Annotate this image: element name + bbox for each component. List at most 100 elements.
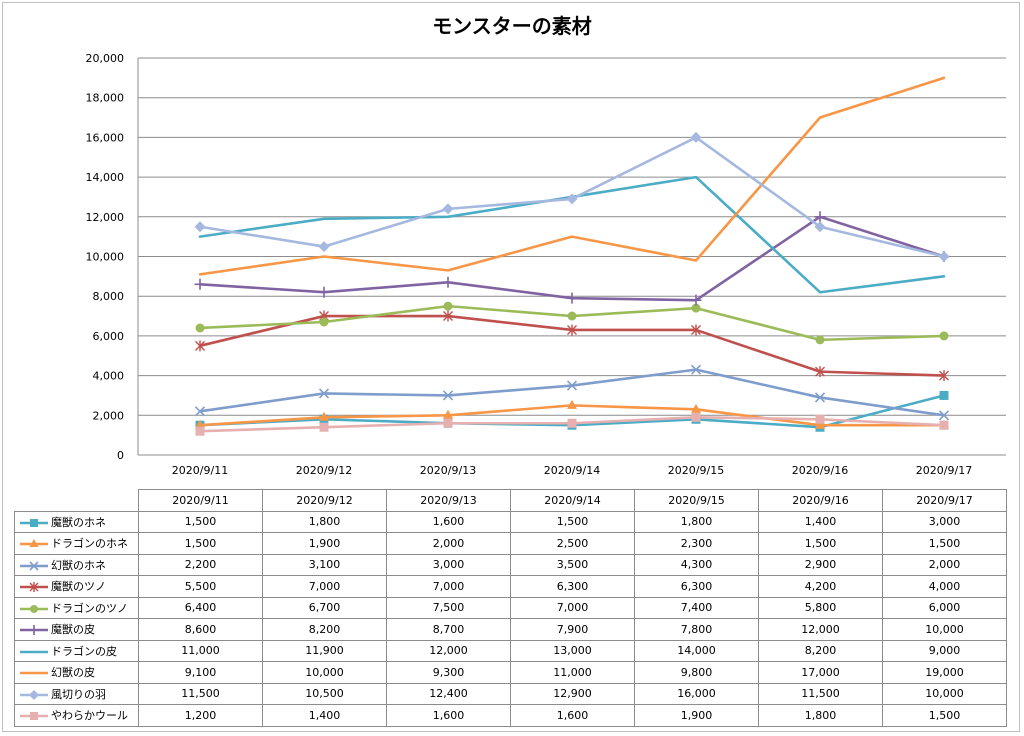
series-9	[194, 131, 950, 262]
legend-label: やわらかウール	[51, 709, 128, 723]
legend-label: 幻獣のホネ	[51, 558, 106, 572]
series-3	[194, 364, 950, 421]
data-point	[29, 561, 39, 571]
data-point	[814, 221, 826, 233]
legend-entry: ドラゴンのホネ	[14, 532, 139, 555]
table-row: ドラゴンのツノ 6,400 6,700 7,500 7,000 7,400 5,800 6,0…	[14, 596, 1007, 619]
legend-label: ドラゴンのツノ	[51, 601, 128, 615]
table-column-header: 2020/9/11	[138, 489, 263, 512]
data-point	[442, 390, 454, 401]
legend-label: 風切りの羽	[51, 687, 106, 701]
table-cell: 1,500	[138, 510, 263, 533]
table-cell: 11,500	[138, 682, 263, 705]
table-cell: 8,700	[386, 618, 511, 641]
x-tick-label: 2020/9/11	[172, 464, 228, 477]
data-point	[690, 364, 702, 375]
table-row: ドラゴンの皮 11,000 11,900 12,000 13,000 14,000 8,20…	[14, 639, 1007, 662]
legend-label: ドラゴンの皮	[51, 644, 117, 658]
legend-label: ドラゴンのホネ	[51, 537, 128, 551]
data-point	[939, 370, 949, 382]
table-cell: 1,900	[262, 532, 387, 555]
data-point	[319, 317, 329, 327]
table-row: 幻獣のホネ 2,200 3,100 3,000 3,500 4,300 2,900 2,000	[14, 553, 1007, 576]
y-tick-label: 4,000	[93, 370, 125, 383]
data-point	[566, 193, 578, 205]
table-row: 風切りの羽 11,500 10,500 12,400 12,900 16,000 11,50…	[14, 682, 1007, 705]
table-cell: 10,000	[882, 618, 1007, 641]
table-row: 魔獣のツノ 5,500 7,000 7,000 6,300 6,300 4,200 4,000	[14, 575, 1007, 598]
data-point	[194, 221, 206, 233]
series-8	[198, 76, 946, 276]
table-cell: 1,500	[882, 704, 1007, 727]
legend-key-icon	[20, 712, 48, 721]
y-tick-label: 10,000	[86, 251, 125, 264]
y-tick-label: 12,000	[86, 211, 125, 224]
table-column-header: 2020/9/13	[386, 489, 511, 512]
table-row: やわらかウール 1,200 1,400 1,600 1,600 1,900 1,800 1,5…	[14, 704, 1007, 727]
table-cell: 5,500	[138, 575, 263, 598]
data-point	[442, 203, 454, 215]
table-row: 魔獣のホネ 1,500 1,800 1,600 1,500 1,800 1,400 3,000	[14, 510, 1007, 533]
legend-label: 幻獣の皮	[51, 666, 95, 680]
table-column-header: 2020/9/17	[882, 489, 1007, 512]
x-tick-label: 2020/9/16	[792, 464, 848, 477]
data-point	[443, 418, 453, 428]
y-tick-label: 20,000	[86, 52, 125, 65]
table-corner	[14, 489, 139, 512]
table-cell: 7,000	[386, 575, 511, 598]
table-cell: 9,800	[634, 661, 759, 684]
table-cell: 2,500	[510, 532, 635, 555]
legend-entry: 風切りの羽	[14, 682, 139, 705]
data-point	[443, 409, 453, 419]
legend-label: 魔獣の皮	[51, 623, 95, 637]
legend-key-icon	[20, 561, 48, 571]
table-cell: 1,500	[758, 532, 883, 555]
data-point	[30, 518, 38, 527]
data-point	[938, 251, 950, 262]
table-cell: 2,000	[882, 553, 1007, 576]
table-cell: 1,900	[634, 704, 759, 727]
data-point	[443, 301, 453, 311]
table-cell: 6,400	[138, 596, 263, 619]
table-cell: 4,200	[758, 575, 883, 598]
legend-key-icon	[20, 671, 48, 675]
data-point	[194, 278, 206, 290]
legend-entry: 魔獣のホネ	[14, 510, 139, 533]
data-point	[30, 712, 38, 721]
table-cell: 10,000	[262, 661, 387, 684]
series-line	[198, 76, 946, 276]
table-cell: 1,500	[882, 532, 1007, 555]
table-cell: 7,500	[386, 596, 511, 619]
y-tick-label: 8,000	[93, 290, 125, 303]
table-cell: 9,100	[138, 661, 263, 684]
table-cell: 6,300	[510, 575, 635, 598]
data-point	[29, 689, 39, 700]
data-point	[691, 324, 701, 336]
table-cell: 1,600	[386, 704, 511, 727]
series-2	[195, 399, 949, 429]
data-point	[319, 422, 329, 432]
table-cell: 4,000	[882, 575, 1007, 598]
y-tick-label: 2,000	[93, 409, 125, 422]
y-tick-label: 6,000	[93, 330, 125, 343]
table-cell: 1,800	[758, 704, 883, 727]
y-tick-label: 16,000	[86, 131, 125, 144]
table-cell: 4,300	[634, 553, 759, 576]
table-cell: 2,000	[386, 532, 511, 555]
legend-entry: ドラゴンのツノ	[14, 596, 139, 619]
table-header-row: 2020/9/11 2020/9/12 2020/9/13 2020/9/14 2020…	[14, 489, 1007, 512]
data-point	[939, 390, 949, 400]
table-cell: 3,100	[262, 553, 387, 576]
data-point	[938, 410, 950, 421]
legend-label: 魔獣のツノ	[51, 580, 106, 594]
data-point	[195, 426, 205, 436]
table-column-header: 2020/9/14	[510, 489, 635, 512]
data-point	[566, 292, 578, 304]
table-column-header: 2020/9/12	[262, 489, 387, 512]
data-point	[567, 324, 577, 336]
data-point	[567, 418, 577, 428]
data-point	[443, 310, 453, 322]
legend-entry: 魔獣のツノ	[14, 575, 139, 598]
data-point	[319, 411, 329, 421]
